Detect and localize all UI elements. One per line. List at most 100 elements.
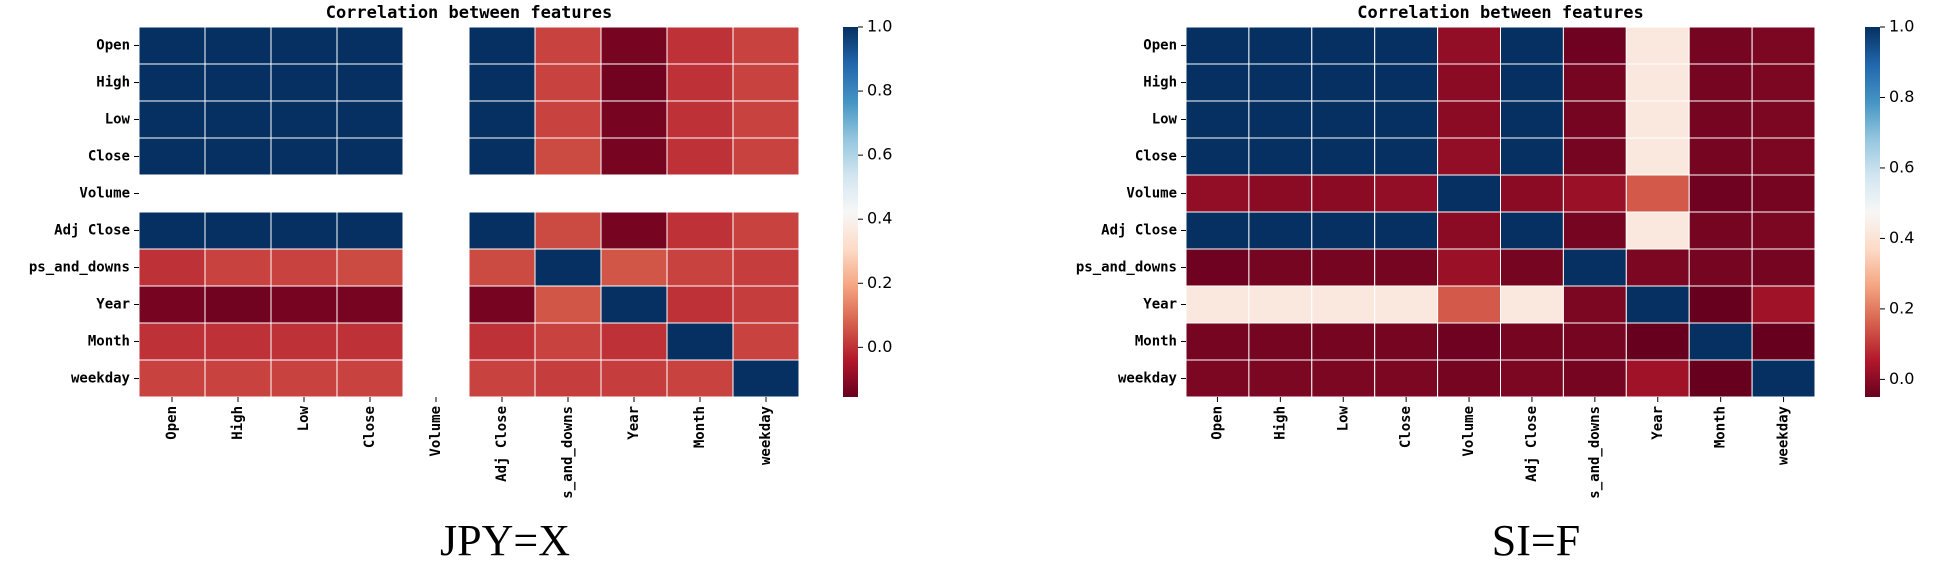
- y-tick-label: Low: [1152, 112, 1178, 128]
- heatmap-cell: [666, 359, 734, 398]
- heatmap-cell: [1185, 359, 1250, 398]
- y-tick-label: ps_and_downs: [1076, 260, 1177, 276]
- x-tick-label: weekday: [758, 405, 774, 465]
- heatmap-cell: [1625, 26, 1690, 65]
- heatmap-cell: [1374, 248, 1439, 287]
- y-tick-label: High: [96, 75, 130, 91]
- heatmap-cell: [204, 26, 272, 65]
- x-tick-label: Open: [1209, 406, 1225, 440]
- heatmap-cell: [600, 248, 668, 287]
- caption: SI=F: [1492, 516, 1580, 565]
- heatmap-cell: [336, 359, 404, 398]
- heatmap-cell: [1625, 137, 1690, 176]
- y-tick-label: Adj Close: [54, 223, 130, 239]
- x-tick-label: Volume: [428, 406, 444, 457]
- y-tick-label: Close: [1135, 149, 1177, 165]
- heatmap-cell: [468, 137, 536, 176]
- heatmap-cell: [1625, 285, 1690, 324]
- heatmap-cell: [138, 211, 206, 250]
- heatmap-cell: [1562, 137, 1627, 176]
- heatmap-cell: [1751, 26, 1816, 65]
- heatmap-cell: [1185, 26, 1250, 65]
- heatmap-cell: [270, 63, 338, 102]
- colorbar-tick-label: 1.0: [1889, 17, 1914, 36]
- heatmap-cell: [1751, 100, 1816, 139]
- heatmap-cell: [336, 248, 404, 287]
- heatmap-cell: [1625, 63, 1690, 102]
- y-tick-label: Month: [1135, 334, 1177, 350]
- heatmap-cell: [534, 359, 602, 398]
- heatmap-cell: [1562, 359, 1627, 398]
- heatmap-cell: [666, 285, 734, 324]
- heatmap-cell: [138, 137, 206, 176]
- heatmap-cell: [270, 100, 338, 139]
- x-tick-label: Adj Close: [494, 406, 510, 482]
- y-tick-label: Adj Close: [1101, 223, 1177, 239]
- heatmap-cell: [1248, 322, 1313, 361]
- heatmap-cell: [1248, 248, 1313, 287]
- heatmap-cell: [1437, 174, 1501, 213]
- heatmap-cell: [1437, 248, 1501, 287]
- heatmap-cell: [732, 359, 800, 398]
- heatmap-cell: [1437, 322, 1501, 361]
- y-tick-label: Low: [105, 112, 131, 128]
- x-tick-label: s_and_downs: [1587, 406, 1603, 499]
- heatmap-cell: [666, 211, 734, 250]
- heatmap-cell: [1248, 26, 1313, 65]
- heatmap-cell: [468, 359, 536, 398]
- heatmap-cell: [1248, 174, 1313, 213]
- caption: JPY=X: [440, 516, 570, 565]
- heatmap-cell: [204, 359, 272, 398]
- heatmap-cell: [1248, 63, 1313, 102]
- heatmap-cell: [1688, 359, 1753, 398]
- heatmap-cell: [534, 322, 602, 361]
- x-tick-label: weekday: [1776, 405, 1792, 465]
- heatmap-cell: [1437, 100, 1501, 139]
- heatmap-cell: [1311, 100, 1376, 139]
- heatmap-cell: [666, 322, 734, 361]
- heatmap-cell: [1625, 174, 1690, 213]
- heatmap-cell: [204, 63, 272, 102]
- heatmap-cell: [138, 359, 206, 398]
- heatmap-cell: [1374, 63, 1439, 102]
- heatmap-cell: [1185, 63, 1250, 102]
- y-tick-label: Open: [1143, 38, 1177, 54]
- heatmap-cell: [1688, 100, 1753, 139]
- heatmap-cell: [1311, 26, 1376, 65]
- heatmap-cell: [1562, 26, 1627, 65]
- chart-title: Correlation between features: [326, 3, 613, 23]
- heatmap-cell: [1500, 285, 1564, 324]
- heatmap-cell: [1185, 322, 1250, 361]
- x-tick-label: Year: [1650, 406, 1666, 440]
- heatmap-cell: [1500, 137, 1564, 176]
- heatmap-cell: [600, 63, 668, 102]
- heatmap-cell: [1562, 285, 1627, 324]
- heatmap-cell: [1751, 211, 1816, 250]
- heatmap-cell: [468, 63, 536, 102]
- heatmap-cell: [1500, 359, 1564, 398]
- heatmap-cell: [1374, 359, 1439, 398]
- y-tick-label: Close: [88, 149, 130, 165]
- y-tick-label: weekday: [71, 371, 131, 387]
- heatmap-cell: [600, 359, 668, 398]
- heatmap-cell: [534, 63, 602, 102]
- heatmap-cell: [204, 248, 272, 287]
- heatmap-cell: [600, 322, 668, 361]
- heatmap-cell: [600, 285, 668, 324]
- heatmap-cell: [1311, 211, 1376, 250]
- heatmap-cell: [204, 211, 272, 250]
- heatmap-cell: [600, 26, 668, 65]
- heatmap-cell: [1751, 359, 1816, 398]
- heatmap-cell: [732, 100, 800, 139]
- heatmap-cell: [1185, 285, 1250, 324]
- heatmap-cell: [270, 359, 338, 398]
- heatmap-cell: [1248, 211, 1313, 250]
- y-tick-label: Volume: [1126, 186, 1177, 202]
- heatmap-cell: [732, 285, 800, 324]
- heatmap-cell: [1437, 137, 1501, 176]
- heatmap-cell: [1625, 100, 1690, 139]
- heatmap-cell: [1562, 211, 1627, 250]
- heatmap-cell: [270, 285, 338, 324]
- heatmap-cell: [336, 285, 404, 324]
- heatmap-cell: [1751, 63, 1816, 102]
